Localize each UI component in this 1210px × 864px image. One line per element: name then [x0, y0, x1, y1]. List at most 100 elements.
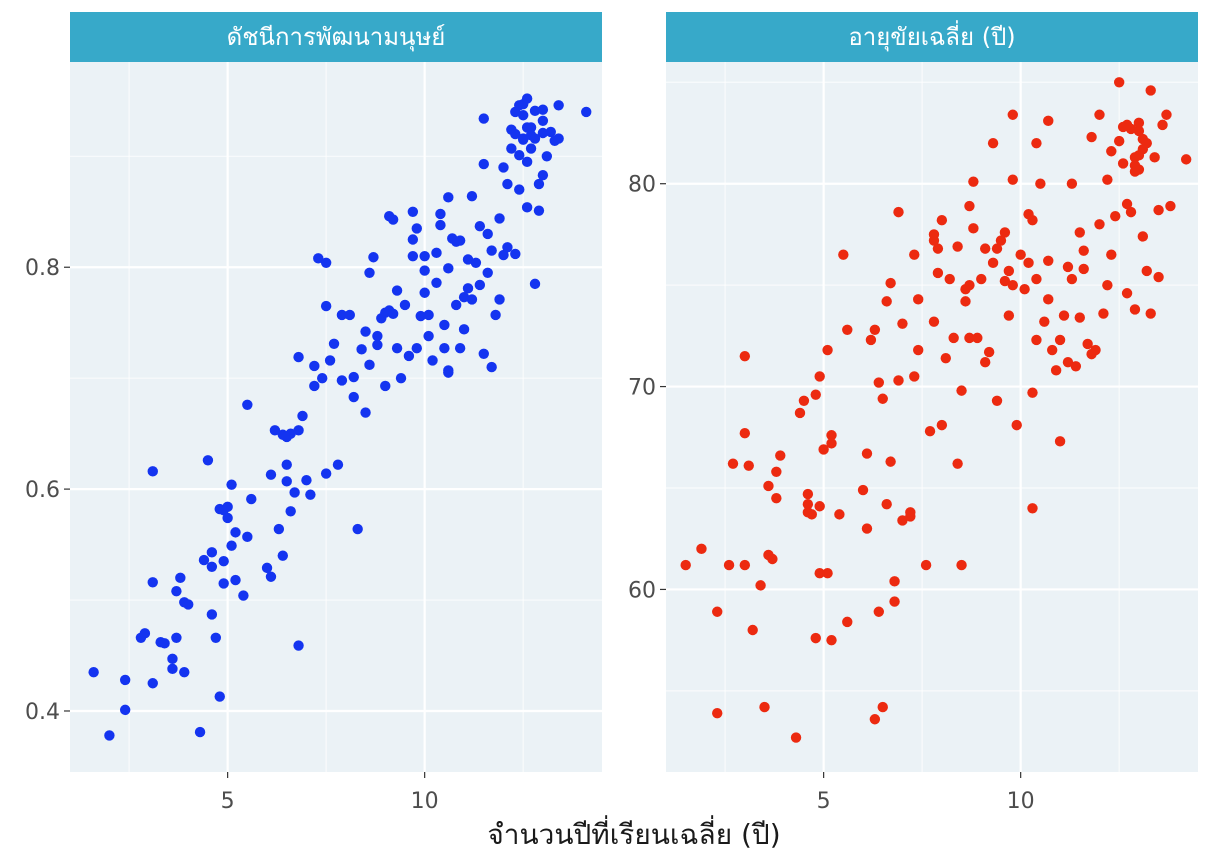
data-point — [458, 291, 470, 303]
data-point — [529, 278, 541, 290]
data-point — [1062, 261, 1074, 273]
data-point — [328, 338, 340, 349]
data-point — [285, 428, 296, 439]
data-point — [1027, 503, 1038, 514]
data-point — [909, 249, 920, 260]
data-point — [920, 559, 932, 571]
data-point — [680, 559, 691, 571]
data-point — [1102, 174, 1113, 185]
data-point — [478, 348, 489, 359]
data-point — [206, 547, 218, 558]
data-point — [743, 460, 754, 471]
data-point — [948, 332, 959, 344]
data-point — [332, 459, 344, 470]
data-point — [159, 638, 170, 649]
data-point — [486, 361, 497, 373]
data-point — [806, 509, 818, 520]
y-tick-label: 70 — [628, 376, 656, 401]
data-point — [1007, 109, 1018, 120]
data-point — [226, 540, 237, 551]
data-point — [514, 149, 525, 161]
data-point — [273, 523, 285, 535]
data-point — [462, 283, 474, 294]
data-point — [1054, 436, 1066, 447]
data-point — [1098, 308, 1109, 319]
data-point — [1031, 334, 1042, 346]
data-point — [1007, 174, 1018, 185]
data-point — [494, 294, 505, 305]
data-point — [924, 426, 936, 437]
panel-life-expectancy: อายุขัยเฉลี่ย (ปี) 5 10 60 70 80 — [628, 12, 1198, 814]
data-point — [956, 559, 967, 571]
data-point — [372, 330, 383, 342]
data-point — [983, 346, 995, 358]
data-point — [1165, 200, 1176, 212]
data-point — [987, 137, 999, 149]
data-point — [171, 632, 182, 643]
data-point — [230, 574, 241, 586]
data-point — [474, 220, 486, 232]
data-point — [1129, 304, 1141, 315]
data-point — [790, 732, 802, 743]
data-point — [348, 391, 359, 403]
data-point — [1015, 249, 1026, 260]
data-point — [810, 632, 821, 644]
data-point — [932, 243, 944, 254]
data-point — [427, 355, 438, 366]
panel-title: ดัชนีการพัฒนามนุษย์ — [227, 23, 446, 52]
data-point — [909, 371, 920, 382]
data-point — [1113, 135, 1125, 147]
data-point — [838, 249, 849, 260]
data-point — [553, 133, 564, 144]
data-point — [336, 375, 348, 386]
data-point — [167, 653, 178, 665]
data-point — [999, 227, 1011, 238]
data-point — [1058, 310, 1070, 321]
data-point — [293, 425, 304, 436]
data-point — [905, 507, 916, 518]
data-point — [763, 480, 774, 492]
data-point — [869, 714, 881, 725]
data-point — [364, 267, 375, 278]
y-tick-label: 0.8 — [25, 256, 60, 281]
data-point — [1066, 273, 1078, 285]
data-point — [277, 550, 288, 561]
data-point — [525, 143, 537, 154]
data-point — [865, 334, 877, 346]
data-point — [533, 178, 545, 190]
data-point — [877, 393, 888, 404]
data-point — [1113, 77, 1125, 88]
data-point — [869, 324, 881, 335]
data-point — [940, 352, 951, 364]
data-point — [293, 351, 304, 363]
data-point — [202, 455, 214, 466]
data-point — [320, 468, 332, 479]
data-point — [1086, 131, 1097, 143]
data-point — [391, 343, 403, 354]
data-point — [1157, 119, 1168, 131]
data-point — [462, 254, 474, 265]
data-point — [995, 235, 1007, 246]
data-point — [1145, 85, 1156, 96]
data-point — [1082, 338, 1093, 350]
data-point — [928, 229, 940, 240]
data-point — [407, 250, 419, 262]
data-point — [1031, 273, 1042, 285]
data-point — [415, 310, 426, 322]
data-point — [88, 666, 99, 678]
data-point — [478, 113, 489, 124]
data-point — [952, 458, 963, 469]
data-point — [269, 425, 281, 436]
data-point — [407, 206, 419, 217]
data-point — [972, 332, 983, 344]
data-point — [454, 235, 466, 246]
data-point — [419, 265, 430, 276]
data-point — [1066, 178, 1078, 189]
data-point — [265, 469, 277, 480]
data-point — [1149, 152, 1160, 163]
data-point — [1019, 284, 1030, 295]
data-point — [1133, 150, 1145, 161]
data-point — [443, 192, 454, 203]
data-point — [230, 527, 241, 538]
data-point — [1133, 125, 1145, 137]
